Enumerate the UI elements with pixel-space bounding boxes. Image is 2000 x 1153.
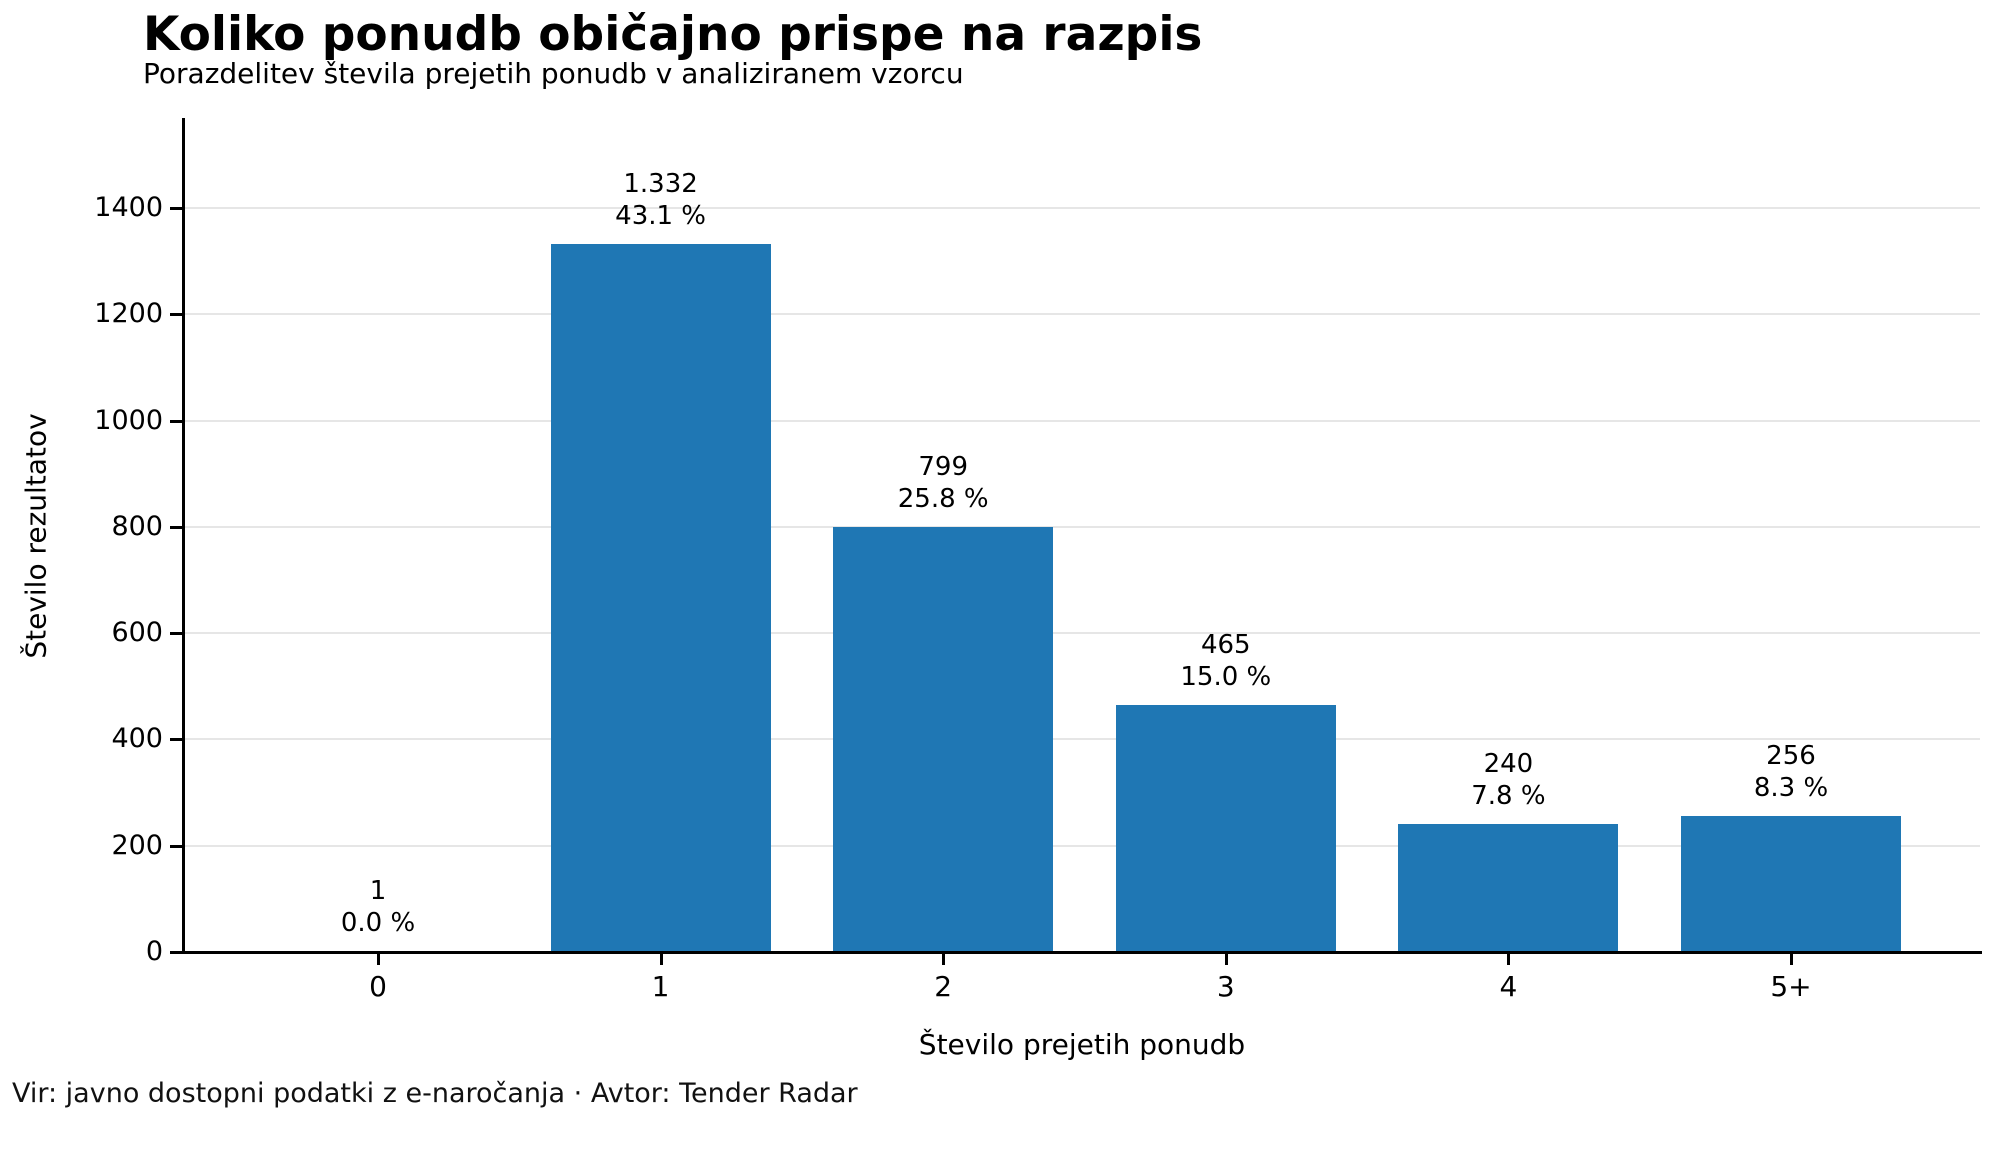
- bar-value-label: 240 7.8 %: [1358, 748, 1658, 812]
- y-tick-label: 600: [111, 617, 163, 649]
- bar-percent-text: 15.0 %: [1180, 662, 1272, 692]
- bar-value-label: 465 15.0 %: [1076, 629, 1376, 693]
- x-axis-title: Število prejetih ponudb: [918, 1028, 1246, 1061]
- bar-percent-text: 43.1 %: [615, 201, 707, 231]
- chart-subtitle: Porazdelitev števila prejetih ponudb v a…: [143, 57, 964, 90]
- gridline: [185, 632, 1980, 635]
- y-tick-mark: [170, 632, 183, 636]
- gridline: [185, 738, 1980, 741]
- x-tick-label: 3: [1216, 970, 1235, 1003]
- y-tick-label: 0: [145, 936, 163, 967]
- bar: [1115, 705, 1336, 952]
- bar-percent-text: 8.3 %: [1753, 773, 1829, 803]
- x-tick-mark: [1224, 954, 1228, 965]
- y-tick-mark: [170, 419, 183, 423]
- gridline: [185, 207, 1980, 210]
- bar: [1681, 816, 1901, 952]
- y-tick-label: 200: [111, 829, 163, 861]
- bar-count-text: 465: [1200, 630, 1251, 660]
- bar: [550, 244, 771, 952]
- bar-value-label: 799 25.8 %: [793, 451, 1093, 515]
- gridline: [185, 313, 1980, 316]
- x-axis-spine: [182, 951, 1982, 954]
- bar: [1398, 824, 1619, 952]
- y-axis-spine: [182, 118, 185, 954]
- bar-value-label: 1.332 43.1 %: [511, 168, 811, 232]
- x-tick-mark: [942, 954, 946, 965]
- bar-count-text: 256: [1766, 741, 1816, 771]
- bar-count-text: 1.332: [623, 169, 698, 199]
- x-tick-label: 5+: [1770, 970, 1812, 1003]
- x-tick-label: 1: [651, 970, 670, 1003]
- bar-count-text: 240: [1483, 749, 1534, 779]
- gridline: [185, 525, 1980, 528]
- bar-percent-text: 7.8 %: [1471, 781, 1546, 811]
- bar-count-text: 799: [918, 452, 968, 482]
- gridline: [185, 419, 1980, 422]
- source-note: Vir: javno dostopni podatki z e-naročanj…: [12, 1078, 858, 1109]
- x-tick-label: 0: [369, 970, 387, 1003]
- bar-value-label: 1 0.0 %: [228, 875, 528, 939]
- bar: [833, 527, 1054, 952]
- plot-area: 1 0.0 % 1.332 43.1 % 799 25.8 % 465 15.0 % 240 7.…: [185, 120, 1980, 952]
- y-tick-mark: [170, 525, 183, 529]
- bar-percent-text: 0.0 %: [340, 908, 416, 938]
- x-tick-mark: [659, 954, 663, 965]
- bar-value-label: 256 8.3 %: [1641, 740, 1941, 804]
- x-tick-mark: [1507, 954, 1511, 965]
- y-tick-mark: [170, 738, 183, 742]
- y-tick-mark: [170, 313, 183, 317]
- x-tick-label: 4: [1499, 970, 1518, 1003]
- x-tick-mark: [377, 954, 380, 965]
- x-tick-label: 2: [934, 970, 953, 1003]
- y-tick-label: 1400: [94, 192, 163, 224]
- y-tick-mark: [170, 844, 183, 848]
- y-tick-mark: [170, 207, 183, 211]
- y-tick-label: 800: [111, 510, 163, 542]
- y-tick-label: 1000: [94, 404, 163, 436]
- y-tick-mark: [170, 951, 183, 954]
- bar-count-text: 1: [369, 876, 387, 906]
- gridline: [185, 844, 1980, 847]
- chart-title: Koliko ponudb običajno prispe na razpis: [143, 7, 1203, 62]
- y-tick-label: 1200: [94, 298, 163, 330]
- y-tick-label: 400: [111, 723, 163, 755]
- bar-percent-text: 25.8 %: [897, 484, 989, 514]
- x-tick-mark: [1790, 954, 1793, 965]
